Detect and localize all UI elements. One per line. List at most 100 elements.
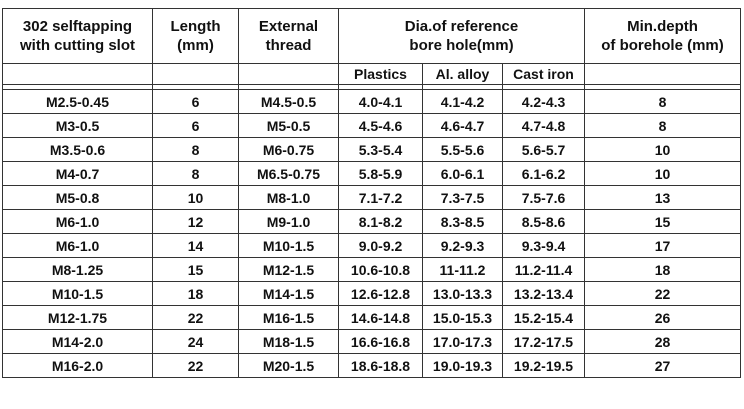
- cell-screw: M12-1.75: [2, 305, 153, 330]
- subheader-plastics: Plastics: [338, 63, 423, 85]
- table-row: M6-1.0 14 M10-1.5 9.0-9.2 9.2-9.3 9.3-9.4 17: [2, 233, 741, 258]
- subheader-al-alloy: Al. alloy: [422, 63, 503, 85]
- cell-al-alloy: 6.0-6.1: [422, 161, 503, 186]
- table-row: M3.5-0.6 8 M6-0.75 5.3-5.4 5.5-5.6 5.6-5.7 10: [2, 137, 741, 162]
- cell-length: 18: [152, 281, 239, 306]
- cell-cast-iron: 8.5-8.6: [502, 209, 585, 234]
- cell-screw: M6-1.0: [2, 209, 153, 234]
- cell-depth: 18: [584, 257, 741, 282]
- cell-depth: 13: [584, 185, 741, 210]
- cell-thread: M8-1.0: [238, 185, 339, 210]
- cell-plastics: 5.8-5.9: [338, 161, 423, 186]
- cell-thread: M16-1.5: [238, 305, 339, 330]
- table-row: M8-1.25 15 M12-1.5 10.6-10.8 11-11.2 11.2-11.…: [2, 257, 741, 282]
- cell-screw: M6-1.0: [2, 233, 153, 258]
- cell-screw: M3.5-0.6: [2, 137, 153, 162]
- cell-depth: 26: [584, 305, 741, 330]
- cell-plastics: 9.0-9.2: [338, 233, 423, 258]
- cell-al-alloy: 17.0-17.3: [422, 329, 503, 354]
- table-row: M3-0.5 6 M5-0.5 4.5-4.6 4.6-4.7 4.7-4.8 8: [2, 113, 741, 138]
- cell-depth: 15: [584, 209, 741, 234]
- cell-depth: 22: [584, 281, 741, 306]
- cell-cast-iron: 19.2-19.5: [502, 353, 585, 378]
- header-min-depth: Min.depth of borehole (mm): [584, 8, 741, 64]
- table-row: M16-2.0 22 M20-1.5 18.6-18.8 19.0-19.3 19.2-1…: [2, 353, 741, 378]
- header-bore-diameter: Dia.of reference bore hole(mm): [338, 8, 585, 64]
- cell-thread: M10-1.5: [238, 233, 339, 258]
- cell-depth: 28: [584, 329, 741, 354]
- cell-screw: M14-2.0: [2, 329, 153, 354]
- cell-thread: M12-1.5: [238, 257, 339, 282]
- cell-al-alloy: 9.2-9.3: [422, 233, 503, 258]
- cell-length: 12: [152, 209, 239, 234]
- cell-depth: 17: [584, 233, 741, 258]
- cell-length: 14: [152, 233, 239, 258]
- cell-plastics: 18.6-18.8: [338, 353, 423, 378]
- cell-plastics: 5.3-5.4: [338, 137, 423, 162]
- cell-cast-iron: 15.2-15.4: [502, 305, 585, 330]
- cell-al-alloy: 15.0-15.3: [422, 305, 503, 330]
- header-row: 302 selftapping with cutting slot Length(…: [2, 8, 741, 64]
- cell-al-alloy: 4.1-4.2: [422, 89, 503, 114]
- header-screw: 302 selftapping with cutting slot: [2, 8, 153, 64]
- cell-thread: M5-0.5: [238, 113, 339, 138]
- cell-cast-iron: 17.2-17.5: [502, 329, 585, 354]
- cell-thread: M4.5-0.5: [238, 89, 339, 114]
- cell-cast-iron: 7.5-7.6: [502, 185, 585, 210]
- cell-screw: M4-0.7: [2, 161, 153, 186]
- table-body: M2.5-0.45 6 M4.5-0.5 4.0-4.1 4.1-4.2 4.2-4.3 8…: [2, 89, 741, 378]
- cell-al-alloy: 7.3-7.5: [422, 185, 503, 210]
- cell-cast-iron: 13.2-13.4: [502, 281, 585, 306]
- cell-plastics: 14.6-14.8: [338, 305, 423, 330]
- cell-length: 6: [152, 113, 239, 138]
- cell-screw: M5-0.8: [2, 185, 153, 210]
- cell-plastics: 7.1-7.2: [338, 185, 423, 210]
- cell-al-alloy: 13.0-13.3: [422, 281, 503, 306]
- cell-screw: M2.5-0.45: [2, 89, 153, 114]
- table-row: M2.5-0.45 6 M4.5-0.5 4.0-4.1 4.1-4.2 4.2-4.3 8: [2, 89, 741, 114]
- cell-plastics: 16.6-16.8: [338, 329, 423, 354]
- cell-plastics: 10.6-10.8: [338, 257, 423, 282]
- cell-length: 10: [152, 185, 239, 210]
- cell-length: 8: [152, 161, 239, 186]
- cell-cast-iron: 4.7-4.8: [502, 113, 585, 138]
- cell-plastics: 12.6-12.8: [338, 281, 423, 306]
- cell-thread: M9-1.0: [238, 209, 339, 234]
- subheader-row: Plastics Al. alloy Cast iron: [2, 63, 741, 85]
- cell-screw: M16-2.0: [2, 353, 153, 378]
- header-length: Length (mm): [152, 8, 239, 64]
- cell-length: 15: [152, 257, 239, 282]
- table-row: M14-2.0 24 M18-1.5 16.6-16.8 17.0-17.3 17.2-1…: [2, 329, 741, 354]
- table-row: M6-1.0 12 M9-1.0 8.1-8.2 8.3-8.5 8.5-8.6 15: [2, 209, 741, 234]
- cell-depth: 27: [584, 353, 741, 378]
- header-thread: External thread: [238, 8, 339, 64]
- table-row: M5-0.8 10 M8-1.0 7.1-7.2 7.3-7.5 7.5-7.6 13: [2, 185, 741, 210]
- cell-al-alloy: 19.0-19.3: [422, 353, 503, 378]
- cell-cast-iron: 5.6-5.7: [502, 137, 585, 162]
- cell-depth: 8: [584, 89, 741, 114]
- cell-al-alloy: 11-11.2: [422, 257, 503, 282]
- cell-length: 8: [152, 137, 239, 162]
- cell-plastics: 4.0-4.1: [338, 89, 423, 114]
- cell-screw: M10-1.5: [2, 281, 153, 306]
- cell-screw: M3-0.5: [2, 113, 153, 138]
- subheader-cast-iron: Cast iron: [502, 63, 585, 85]
- cell-thread: M20-1.5: [238, 353, 339, 378]
- cell-thread: M6-0.75: [238, 137, 339, 162]
- cell-cast-iron: 4.2-4.3: [502, 89, 585, 114]
- table-row: M10-1.5 18 M14-1.5 12.6-12.8 13.0-13.3 13.2-1…: [2, 281, 741, 306]
- cell-screw: M8-1.25: [2, 257, 153, 282]
- cell-length: 6: [152, 89, 239, 114]
- cell-depth: 10: [584, 137, 741, 162]
- cell-cast-iron: 6.1-6.2: [502, 161, 585, 186]
- cell-al-alloy: 8.3-8.5: [422, 209, 503, 234]
- cell-cast-iron: 11.2-11.4: [502, 257, 585, 282]
- cell-plastics: 8.1-8.2: [338, 209, 423, 234]
- cell-al-alloy: 5.5-5.6: [422, 137, 503, 162]
- cell-thread: M14-1.5: [238, 281, 339, 306]
- cell-depth: 10: [584, 161, 741, 186]
- table-row: M12-1.75 22 M16-1.5 14.6-14.8 15.0-15.3 15.2-…: [2, 305, 741, 330]
- cell-thread: M18-1.5: [238, 329, 339, 354]
- spec-table: 302 selftapping with cutting slot Length(…: [2, 8, 741, 378]
- table-row: M4-0.7 8 M6.5-0.75 5.8-5.9 6.0-6.1 6.1-6.2 10: [2, 161, 741, 186]
